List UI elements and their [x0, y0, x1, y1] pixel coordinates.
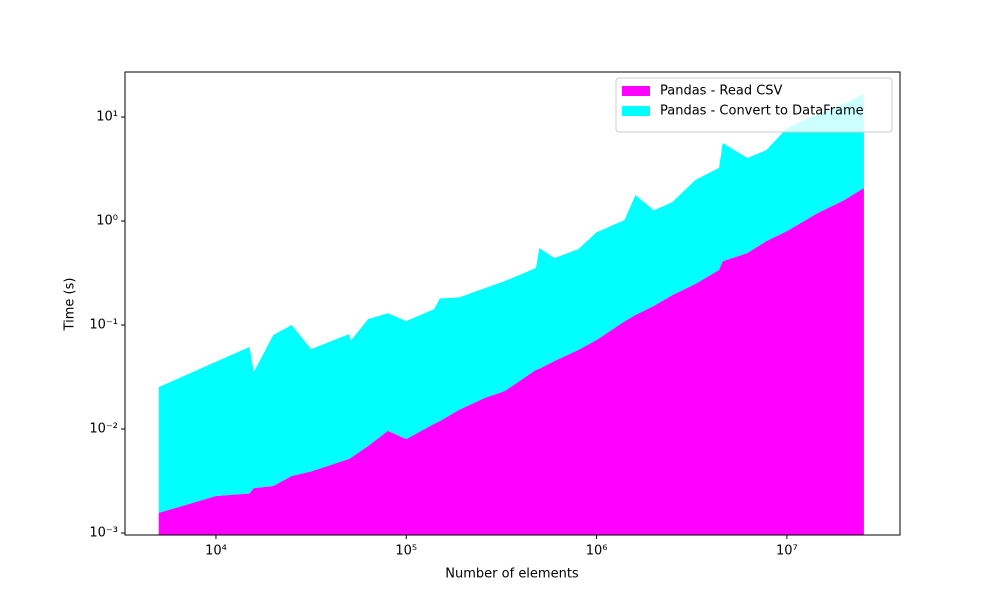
y-tick-label: 10⁻³: [89, 526, 118, 541]
area: [158, 94, 864, 513]
y-axis-label: Time (s): [63, 278, 78, 332]
x-tick-label: 10⁷: [776, 544, 798, 559]
y-tick-label: 10¹: [96, 110, 118, 125]
y-tick-label: 10⁻¹: [89, 318, 118, 333]
area: [158, 187, 864, 535]
x-tick-label: 10⁵: [395, 544, 417, 559]
x-axis-label: Number of elements: [445, 567, 579, 582]
x-tick-label: 10⁶: [586, 544, 608, 559]
legend: Pandas - Read CSV Pandas - Convert to Dat…: [615, 77, 893, 133]
plot-frame: [124, 71, 901, 536]
legend-label: Pandas - Read CSV: [660, 84, 783, 99]
y-tick-label: 10⁻²: [89, 422, 118, 437]
legend-label: Pandas - Convert to DataFrame: [660, 104, 864, 119]
legend-swatch: [622, 106, 650, 116]
legend-frame: [615, 77, 893, 133]
legend-swatch: [622, 86, 650, 96]
y-tick-label: 10⁰: [96, 214, 118, 229]
x-tick-label: 10⁴: [205, 544, 227, 559]
